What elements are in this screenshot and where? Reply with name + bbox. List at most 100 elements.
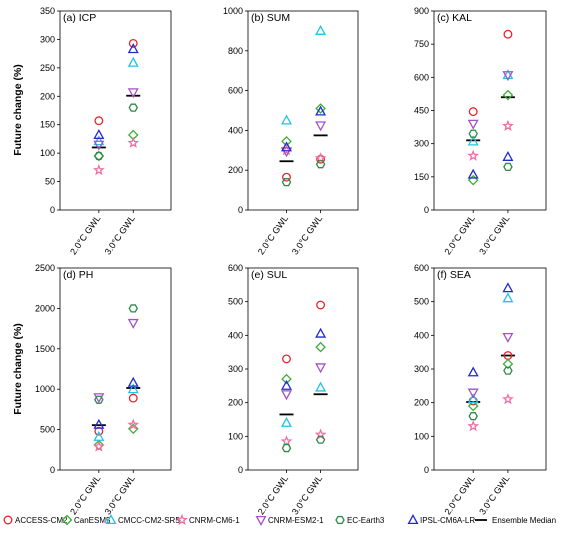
marker-canesm5	[315, 341, 326, 353]
legend-label: IPSL-CM6A-LR	[420, 516, 475, 525]
x-tick-label: 3.0°C GWL	[477, 473, 511, 516]
y-tick-label: 100	[414, 431, 429, 441]
panel-title: (e) SUL	[251, 269, 287, 281]
marker-canesm5	[502, 89, 514, 101]
x-tick-label: 2.0°C GWL	[68, 213, 102, 256]
y-axis-label: Future change (%)	[12, 64, 24, 156]
marker-cnrm-cm6-1	[280, 435, 293, 447]
x-tick-label: 3.0°C GWL	[477, 213, 511, 256]
plot-frame	[59, 267, 172, 471]
panel-3: 0 150 300 450 600 750 900 2.0°C GWL 3.0°C GWL (c)…	[414, 6, 547, 257]
y-tick-label: 500	[40, 425, 55, 435]
marker-ec-earth3	[503, 366, 513, 375]
x-tick-label: 3.0°C GWL	[103, 213, 137, 256]
x-tick-label: 2.0°C GWL	[68, 473, 102, 516]
panel-title: (f) SEA	[437, 269, 471, 281]
marker-cnrm-esm2-1	[502, 332, 514, 343]
x-tick-label: 2.0°C GWL	[256, 213, 290, 256]
marker-access-cm2	[316, 300, 326, 310]
marker-cnrm-esm2-1	[467, 388, 479, 399]
y-tick-label: 0	[50, 205, 55, 215]
marker-ipsl-cm6a-lr	[502, 282, 514, 293]
marker-ipsl-cm6a-lr	[93, 418, 105, 429]
marker-cnrm-esm2-1	[281, 390, 292, 401]
x-tick-label: 2.0°C GWL	[256, 473, 290, 516]
x-tick-label: 3.0°C GWL	[290, 213, 324, 256]
y-tick-label: 0	[238, 205, 243, 215]
legend-label: EC-Earth3	[347, 516, 385, 525]
plot-frame	[247, 10, 359, 211]
marker-ipsl-cm6a-lr	[127, 43, 139, 54]
marker-cnrm-esm2-1	[467, 119, 479, 130]
x-tick-label: 3.0°C GWL	[103, 473, 137, 516]
marker-ipsl-cm6a-lr	[127, 376, 139, 387]
legend-label: CanESM5	[74, 516, 111, 525]
marker-ec-earth3	[128, 103, 139, 112]
panel-4: 0 500 1000 1500 2000 2500 2.0°C GWL 3.0°C GWL (d…	[35, 263, 172, 517]
marker-access-cm2	[468, 107, 478, 117]
marker-access-cm2	[128, 393, 138, 403]
panel-1: 0 50 100 150 200 250 300 350 2.0°C GWL 3.0°C GWL (…	[40, 6, 172, 257]
panel-title: (d) PH	[63, 269, 93, 281]
marker-ipsl-cm6a-lr	[281, 379, 292, 390]
legend-marker-access-cm2	[3, 515, 13, 525]
plot-frame	[433, 10, 547, 211]
y-tick-label: 250	[40, 63, 55, 73]
marker-cmcc-cm2-sr5	[281, 416, 292, 427]
legend-marker-ec-earth3	[335, 515, 345, 525]
y-tick-label: 750	[414, 39, 429, 49]
legend-marker-cnrm-esm2-1	[255, 515, 267, 526]
y-tick-label: 0	[424, 465, 429, 475]
legend-label: ACCESS-CM2	[15, 516, 68, 525]
marker-ec-earth3	[94, 395, 104, 404]
y-tick-label: 1000	[223, 6, 243, 16]
marker-cmcc-cm2-sr5	[93, 430, 105, 441]
plot-frame	[247, 267, 359, 471]
marker-cmcc-cm2-sr5	[315, 381, 327, 392]
marker-ec-earth3	[128, 304, 139, 313]
panel-6: 0 100 200 300 400 500 600 2.0°C GWL 3.0°C GWL (f)…	[414, 263, 547, 517]
marker-cmcc-cm2-sr5	[315, 24, 327, 35]
x-tick-label: 3.0°C GWL	[290, 473, 324, 516]
marker-access-cm2	[282, 354, 291, 364]
panel-title: (a) ICP	[63, 12, 96, 24]
x-tick-label: 2.0°C GWL	[442, 473, 476, 516]
marker-cmcc-cm2-sr5	[127, 56, 139, 67]
marker-ec-earth3	[503, 162, 513, 172]
marker-canesm5	[467, 174, 479, 186]
legend-marker-cnrm-cm6-1	[176, 513, 188, 526]
y-tick-label: 450	[414, 106, 429, 116]
y-tick-label: 500	[228, 297, 243, 307]
marker-access-cm2	[94, 116, 104, 126]
y-tick-label: 1000	[35, 384, 55, 394]
y-tick-label: 500	[414, 297, 429, 307]
y-tick-label: 100	[40, 148, 55, 158]
marker-cnrm-cm6-1	[502, 393, 514, 405]
y-tick-label: 300	[414, 364, 429, 374]
y-tick-label: 200	[228, 165, 243, 175]
marker-cnrm-esm2-1	[93, 140, 105, 151]
panel-title: (c) KAL	[437, 12, 472, 24]
marker-ec-earth3	[468, 412, 478, 421]
marker-canesm5	[93, 439, 105, 451]
y-tick-label: 150	[414, 172, 429, 182]
legend: ACCESS-CM2 CanESM5 CMCC-CM2-SR5 CNRM-CM6-1 C…	[3, 513, 556, 526]
y-tick-label: 400	[228, 330, 243, 340]
marker-access-cm2	[128, 38, 138, 48]
legend-label: CNRM-CM6-1	[189, 516, 240, 525]
y-tick-label: 200	[40, 91, 55, 101]
y-tick-label: 200	[228, 398, 243, 408]
y-tick-label: 400	[414, 330, 429, 340]
y-tick-label: 600	[414, 263, 429, 273]
marker-cnrm-cm6-1	[467, 149, 480, 161]
marker-canesm5	[467, 400, 479, 412]
marker-access-cm2	[503, 29, 513, 39]
marker-ec-earth3	[315, 435, 326, 444]
marker-cnrm-esm2-1	[315, 121, 327, 132]
y-tick-label: 400	[228, 125, 243, 135]
marker-ec-earth3	[468, 129, 478, 138]
marker-cmcc-cm2-sr5	[281, 114, 292, 125]
y-tick-label: 1500	[35, 344, 55, 354]
marker-cnrm-cm6-1	[92, 440, 105, 452]
